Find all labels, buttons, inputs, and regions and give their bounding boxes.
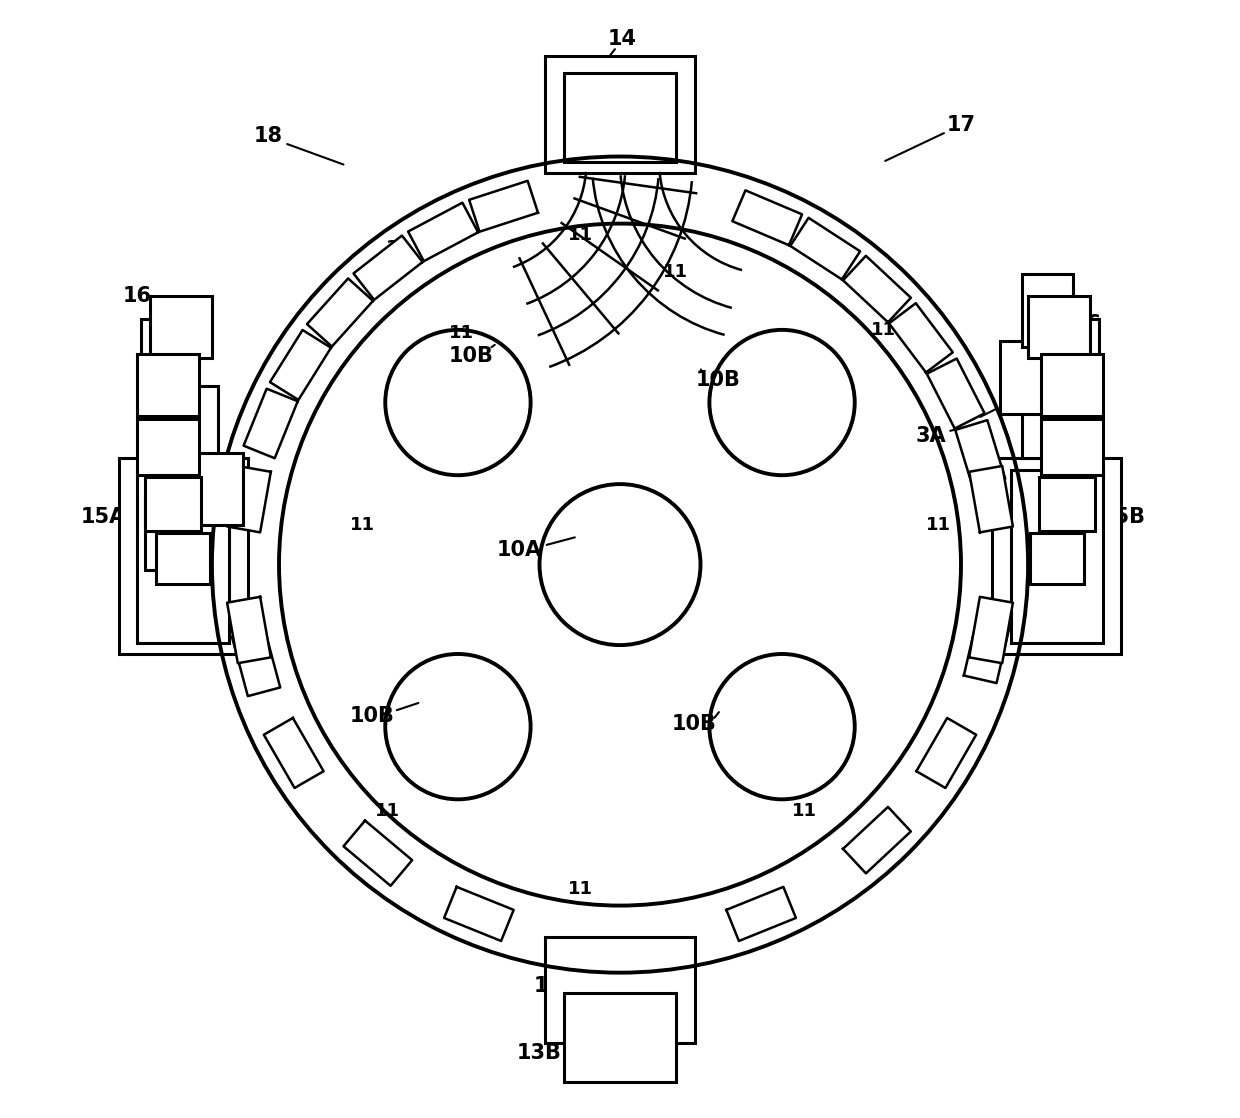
- Bar: [1039, 477, 1095, 531]
- Bar: [1023, 274, 1073, 347]
- Bar: [138, 470, 228, 643]
- Text: 11: 11: [351, 517, 376, 534]
- Bar: [1028, 296, 1090, 358]
- Text: 16: 16: [123, 286, 151, 306]
- Text: 16: 16: [1073, 314, 1102, 334]
- Polygon shape: [264, 718, 324, 788]
- Polygon shape: [270, 330, 331, 400]
- Polygon shape: [232, 628, 280, 697]
- Text: 10B: 10B: [350, 705, 394, 726]
- Text: 11: 11: [872, 321, 897, 339]
- Text: 18: 18: [253, 126, 283, 146]
- Bar: [145, 477, 201, 531]
- Bar: [564, 73, 676, 162]
- Bar: [1048, 319, 1099, 391]
- Bar: [1012, 470, 1102, 643]
- Text: 11: 11: [568, 880, 594, 898]
- Polygon shape: [790, 218, 861, 280]
- Text: 11: 11: [386, 239, 412, 257]
- Bar: [138, 419, 198, 475]
- Bar: [119, 458, 248, 654]
- Bar: [193, 453, 243, 525]
- Bar: [141, 319, 192, 391]
- Polygon shape: [970, 597, 1013, 663]
- Text: 3B: 3B: [1006, 392, 1035, 413]
- Text: 11: 11: [449, 324, 474, 342]
- Bar: [546, 937, 694, 1043]
- Polygon shape: [889, 303, 952, 372]
- Text: 15B: 15B: [1101, 506, 1146, 527]
- Text: 11: 11: [926, 517, 951, 534]
- Text: 3A: 3A: [915, 426, 946, 446]
- Bar: [156, 533, 210, 584]
- Bar: [150, 296, 212, 358]
- Polygon shape: [843, 807, 911, 873]
- Text: 14: 14: [608, 29, 636, 49]
- Polygon shape: [227, 466, 270, 532]
- Polygon shape: [955, 420, 1006, 489]
- Text: 11: 11: [374, 802, 401, 819]
- Polygon shape: [408, 202, 479, 262]
- Bar: [992, 458, 1121, 654]
- Bar: [1030, 533, 1084, 584]
- Bar: [167, 386, 217, 458]
- Text: 10A: 10A: [497, 540, 542, 560]
- Bar: [564, 993, 676, 1082]
- Text: 13B: 13B: [517, 1043, 562, 1063]
- Text: 11: 11: [663, 263, 688, 281]
- Text: 11: 11: [792, 802, 817, 819]
- Polygon shape: [308, 278, 373, 347]
- Polygon shape: [916, 718, 976, 788]
- Polygon shape: [227, 597, 270, 663]
- Bar: [145, 498, 195, 570]
- Text: 11: 11: [568, 226, 594, 244]
- Text: 10B: 10B: [449, 345, 494, 366]
- Polygon shape: [926, 359, 985, 428]
- Polygon shape: [733, 190, 802, 245]
- Polygon shape: [970, 466, 1013, 532]
- Bar: [1001, 341, 1050, 414]
- Polygon shape: [444, 887, 513, 941]
- Polygon shape: [243, 389, 298, 458]
- Bar: [138, 354, 198, 416]
- Polygon shape: [843, 256, 911, 322]
- Polygon shape: [727, 887, 796, 941]
- Text: 13A: 13A: [533, 976, 579, 996]
- Bar: [1042, 354, 1102, 416]
- Text: 10B: 10B: [671, 714, 717, 735]
- Bar: [1042, 419, 1102, 475]
- Polygon shape: [343, 821, 412, 885]
- Text: 17: 17: [946, 115, 976, 135]
- Bar: [1023, 386, 1073, 458]
- Polygon shape: [353, 236, 423, 300]
- Text: 15A: 15A: [81, 506, 126, 527]
- Polygon shape: [963, 616, 1011, 683]
- Polygon shape: [469, 181, 538, 231]
- Bar: [546, 56, 694, 173]
- Text: 10B: 10B: [696, 370, 740, 390]
